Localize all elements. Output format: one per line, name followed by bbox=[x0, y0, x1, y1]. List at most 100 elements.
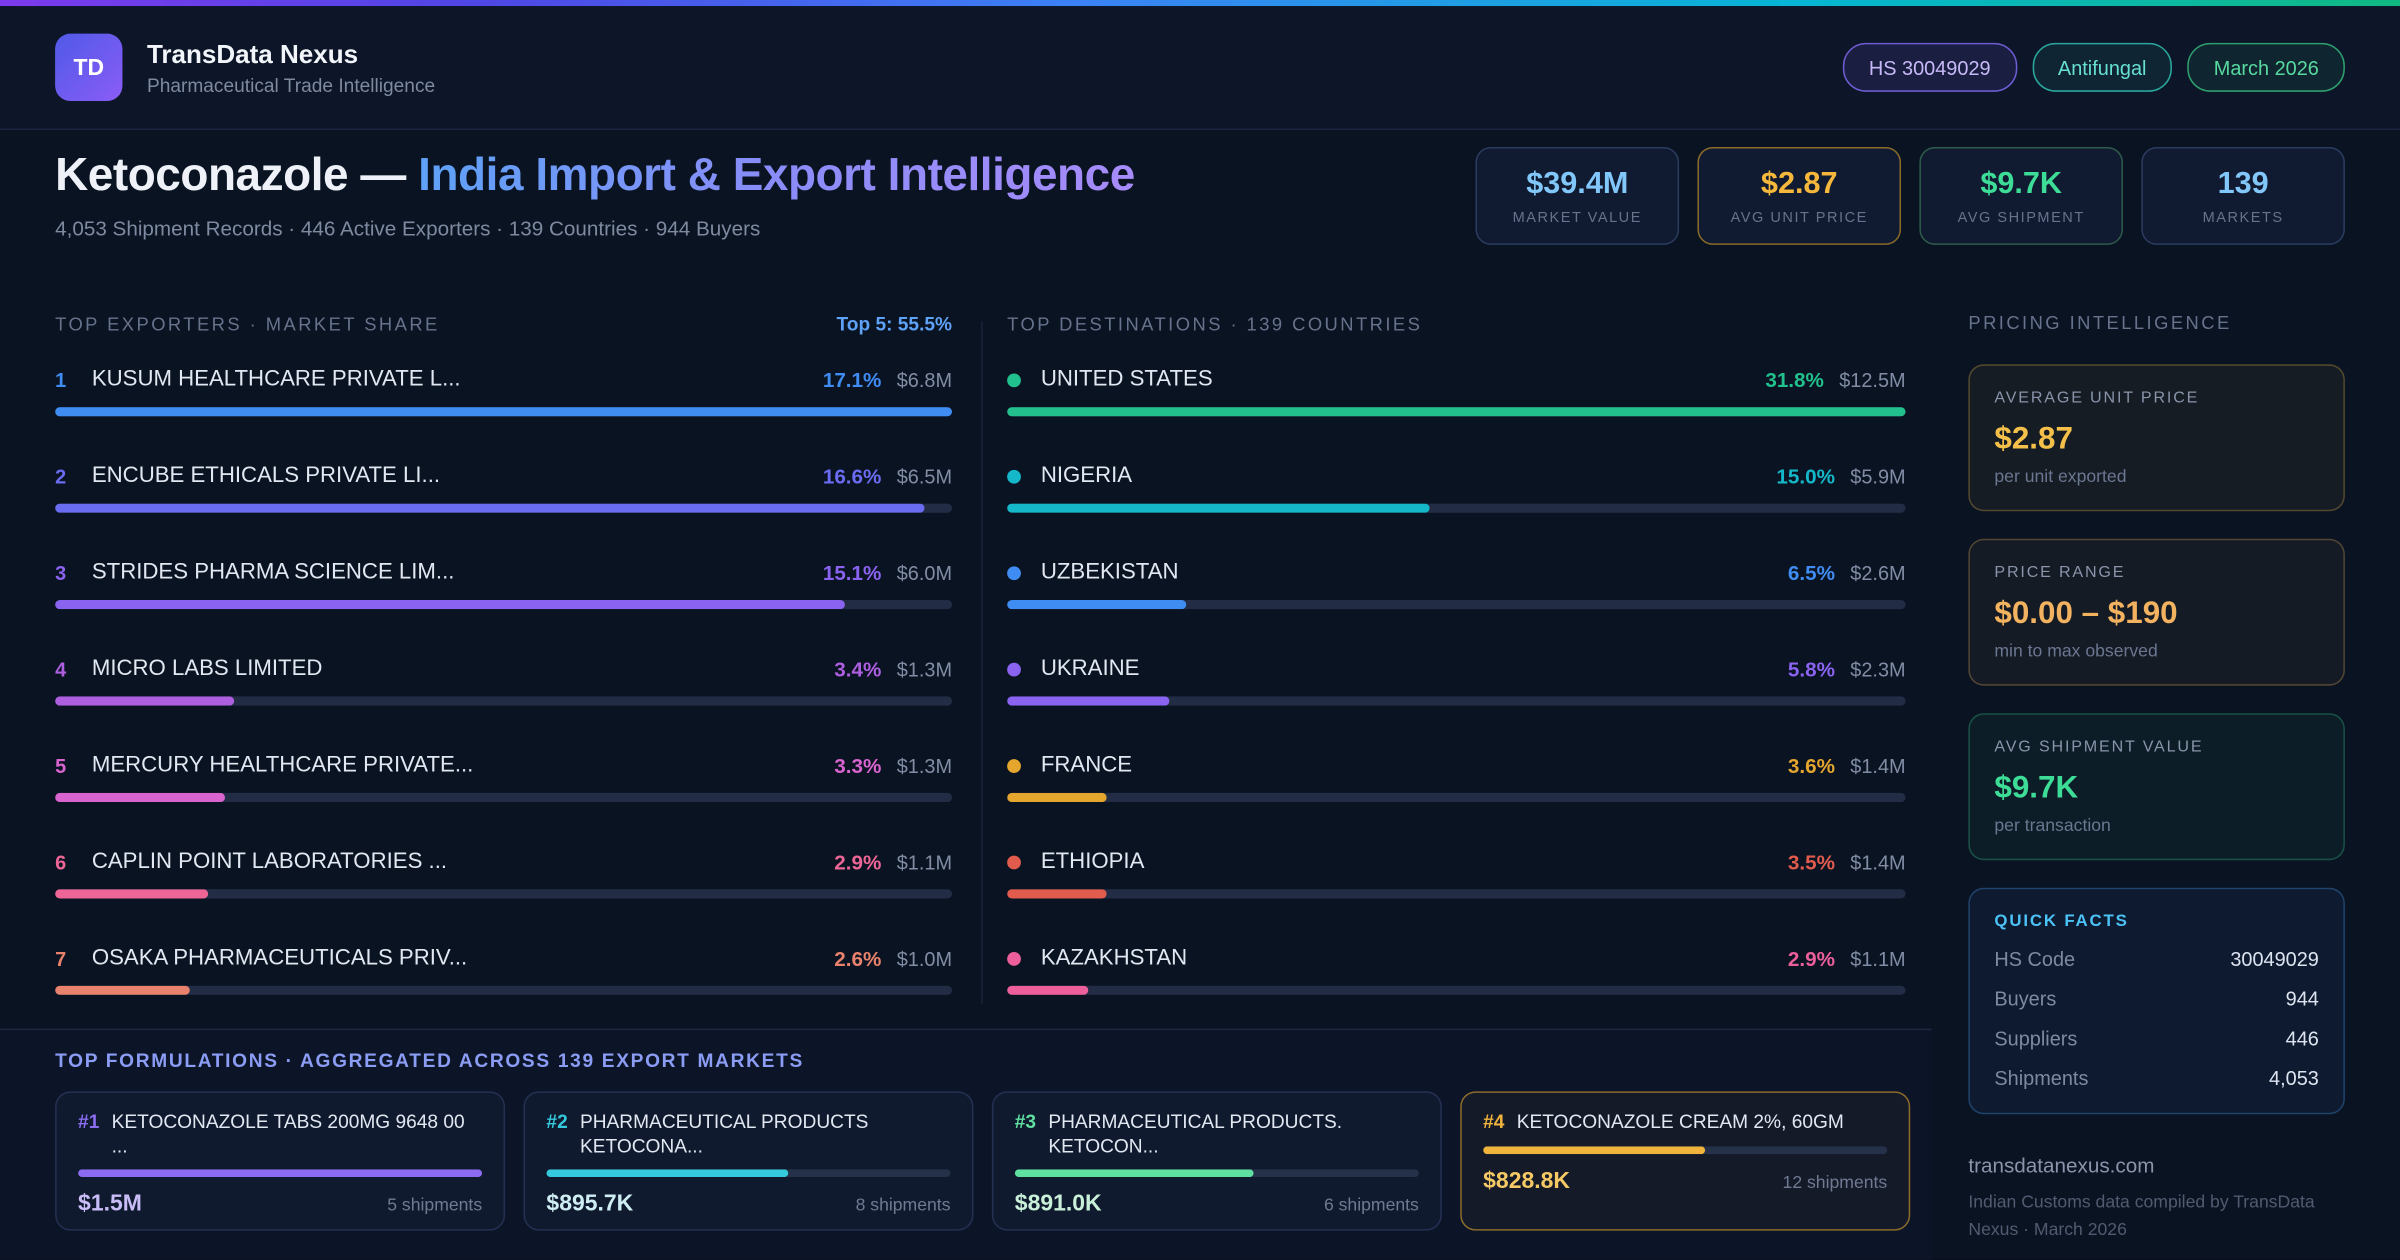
stat-value: 139 bbox=[2217, 166, 2269, 200]
quick-fact-row: Buyers 944 bbox=[1994, 987, 2318, 1010]
stat-avg-shipment: $9.7K AVG SHIPMENT bbox=[1919, 146, 2123, 245]
exporter-row[interactable]: 4 MICRO LABS LIMITED 3.4% $1.3M bbox=[55, 654, 952, 706]
exporter-rank: 5 bbox=[55, 753, 67, 777]
formulation-name: KETOCONAZOLE CREAM 2%, 60GM bbox=[1516, 1111, 1844, 1133]
formulation-card[interactable]: #1 KETOCONAZOLE TABS 200MG 9648 00 ... $… bbox=[55, 1091, 506, 1231]
destination-dot-icon bbox=[1007, 854, 1021, 869]
formulation-rank: #3 bbox=[1014, 1111, 1037, 1133]
exporter-share-pct: 17.1% bbox=[822, 368, 882, 392]
destination-share-bar bbox=[1007, 792, 1906, 803]
exporter-share-pct: 2.9% bbox=[834, 850, 882, 874]
exporter-value: $1.0M bbox=[896, 946, 953, 970]
destination-name: UKRAINE bbox=[1040, 656, 1140, 682]
badge-hs-code[interactable]: HS 30049029 bbox=[1842, 42, 2017, 92]
formulation-value: $895.7K bbox=[546, 1190, 634, 1217]
badge-period[interactable]: March 2026 bbox=[2187, 42, 2345, 92]
pricing-sidebar: PRICING INTELLIGENCE AVERAGE UNIT PRICE … bbox=[1968, 312, 2345, 1245]
topbar: TD TransData Nexus Pharmaceutical Trade … bbox=[0, 6, 2400, 131]
destination-dot-icon bbox=[1007, 469, 1021, 483]
exporters-top5-share: Top 5: 55.5% bbox=[836, 313, 953, 336]
stat-avg-unit-price: $2.87 AVG UNIT PRICE bbox=[1697, 146, 1902, 245]
exporter-row[interactable]: 1 KUSUM HEALTHCARE PRIVATE L... 17.1% $6… bbox=[55, 364, 952, 417]
exporter-row[interactable]: 2 ENCUBE ETHICALS PRIVATE LI... 16.6% $6… bbox=[55, 461, 952, 513]
destination-share-bar bbox=[1007, 889, 1906, 899]
destination-row[interactable]: FRANCE 3.6% $1.4M bbox=[1007, 750, 1906, 803]
destination-row[interactable]: UNITED STATES 31.8% $12.5M bbox=[1007, 364, 1906, 417]
destination-row[interactable]: ETHIOPIA 3.5% $1.4M bbox=[1007, 846, 1906, 899]
destination-name: NIGERIA bbox=[1040, 463, 1133, 489]
destination-row[interactable]: KAZAKHSTAN 2.9% $1.1M bbox=[1007, 943, 1906, 995]
destination-value: $5.9M bbox=[1850, 464, 1906, 488]
quick-fact-row: Suppliers 446 bbox=[1994, 1027, 2318, 1050]
destination-share-bar bbox=[1007, 985, 1906, 995]
destination-name: FRANCE bbox=[1040, 753, 1133, 778]
avg-shipment-value-card: AVG SHIPMENT VALUE $9.7K per transaction bbox=[1968, 713, 2345, 861]
exporter-rank: 4 bbox=[55, 657, 67, 681]
destinations-panel: TOP DESTINATIONS · 139 COUNTRIES UNITED … bbox=[1007, 312, 1906, 1039]
exporter-name: MERCURY HEALTHCARE PRIVATE... bbox=[91, 753, 474, 778]
destination-share-pct: 2.9% bbox=[1787, 946, 1835, 970]
stat-label: AVG SHIPMENT bbox=[1957, 208, 2085, 226]
formulation-shipments: 8 shipments bbox=[855, 1196, 951, 1216]
topbar-badges: HS 30049029 Antifungal March 2026 bbox=[1842, 42, 2345, 92]
formulation-card[interactable]: #4 KETOCONAZOLE CREAM 2%, 60GM $828.8K 1… bbox=[1460, 1091, 1911, 1231]
formulation-value: $828.8K bbox=[1483, 1167, 1570, 1194]
destination-value: $2.3M bbox=[1850, 657, 1906, 681]
exporter-share-bar bbox=[55, 985, 953, 995]
destination-share-bar-fill bbox=[1007, 503, 1430, 513]
destination-name: UNITED STATES bbox=[1040, 367, 1213, 392]
brand-logo[interactable]: TD bbox=[55, 33, 123, 102]
destination-share-bar-fill bbox=[1007, 985, 1089, 995]
exporter-share-bar-fill bbox=[55, 599, 845, 610]
exporter-value: $6.0M bbox=[896, 560, 953, 584]
exporter-rank: 7 bbox=[55, 946, 67, 970]
pricing-card-label: PRICE RANGE bbox=[1994, 563, 2126, 582]
destination-row[interactable]: NIGERIA 15.0% $5.9M bbox=[1007, 461, 1906, 513]
formulation-card[interactable]: #2 PHARMACEUTICAL PRODUCTS KETOCONA... $… bbox=[523, 1091, 974, 1231]
formulation-bar bbox=[1483, 1145, 1888, 1154]
quick-fact-label: Buyers bbox=[1994, 987, 2057, 1011]
exporter-share-bar-fill bbox=[55, 889, 208, 899]
exporter-share-bar-fill bbox=[55, 696, 235, 706]
exporter-share-bar bbox=[55, 792, 953, 803]
exporter-share-bar bbox=[55, 696, 953, 706]
formulation-bar bbox=[1014, 1169, 1419, 1178]
exporter-row[interactable]: 3 STRIDES PHARMA SCIENCE LIM... 15.1% $6… bbox=[55, 557, 953, 610]
site-link[interactable]: transdatanexus.com bbox=[1968, 1154, 2155, 1178]
destination-dot-icon bbox=[1007, 661, 1021, 676]
quick-facts-heading: QUICK FACTS bbox=[1994, 912, 2129, 931]
page-title-plain: Ketoconazole — bbox=[55, 149, 419, 201]
quick-fact-label: HS Code bbox=[1994, 947, 2076, 971]
stat-label: AVG UNIT PRICE bbox=[1730, 208, 1868, 226]
formulation-bar-fill bbox=[1483, 1145, 1706, 1154]
exporter-share-bar bbox=[55, 889, 953, 899]
formulations-heading: TOP FORMULATIONS · AGGREGATED ACROSS 139… bbox=[55, 1049, 804, 1072]
pricing-card-label: AVG SHIPMENT VALUE bbox=[1994, 737, 2204, 757]
destination-share-bar bbox=[1007, 696, 1906, 706]
pricing-card-value: $2.87 bbox=[1994, 420, 2073, 457]
destination-share-pct: 5.8% bbox=[1787, 657, 1835, 681]
data-source-footnote: Indian Customs data compiled by TransDat… bbox=[1968, 1193, 2315, 1240]
exporter-name: STRIDES PHARMA SCIENCE LIM... bbox=[91, 560, 455, 585]
destination-share-bar-fill bbox=[1007, 407, 1906, 417]
stat-value: $39.4M bbox=[1526, 166, 1629, 200]
formulation-card[interactable]: #3 PHARMACEUTICAL PRODUCTS. KETOCON... $… bbox=[991, 1091, 1442, 1231]
quick-facts-card: QUICK FACTS HS Code 30049029 Buyers 944 … bbox=[1968, 887, 2345, 1115]
exporters-panel: TOP EXPORTERS · MARKET SHARE Top 5: 55.5… bbox=[55, 312, 952, 1039]
exporter-row[interactable]: 6 CAPLIN POINT LABORATORIES ... 2.9% $1.… bbox=[55, 846, 953, 899]
badge-category[interactable]: Antifungal bbox=[2031, 42, 2173, 92]
destination-row[interactable]: UZBEKISTAN 6.5% $2.6M bbox=[1007, 557, 1906, 610]
destination-share-pct: 3.6% bbox=[1787, 753, 1835, 777]
exporter-row[interactable]: 7 OSAKA PHARMACEUTICALS PRIV... 2.6% $1.… bbox=[55, 943, 952, 995]
quick-fact-value: 446 bbox=[2285, 1027, 2319, 1050]
exporters-heading: TOP EXPORTERS · MARKET SHARE bbox=[55, 313, 440, 336]
destination-value: $1.4M bbox=[1850, 850, 1906, 874]
exporter-share-pct: 15.1% bbox=[822, 560, 882, 584]
destination-share-bar bbox=[1007, 503, 1906, 513]
formulation-rank: #1 bbox=[78, 1111, 100, 1133]
exporter-row[interactable]: 5 MERCURY HEALTHCARE PRIVATE... 3.3% $1.… bbox=[55, 750, 953, 803]
destination-row[interactable]: UKRAINE 5.8% $2.3M bbox=[1007, 654, 1906, 706]
price-range-card: PRICE RANGE $0.00 – $190 min to max obse… bbox=[1968, 538, 2345, 686]
page-subtitle: 4,053 Shipment Records · 446 Active Expo… bbox=[55, 217, 761, 241]
